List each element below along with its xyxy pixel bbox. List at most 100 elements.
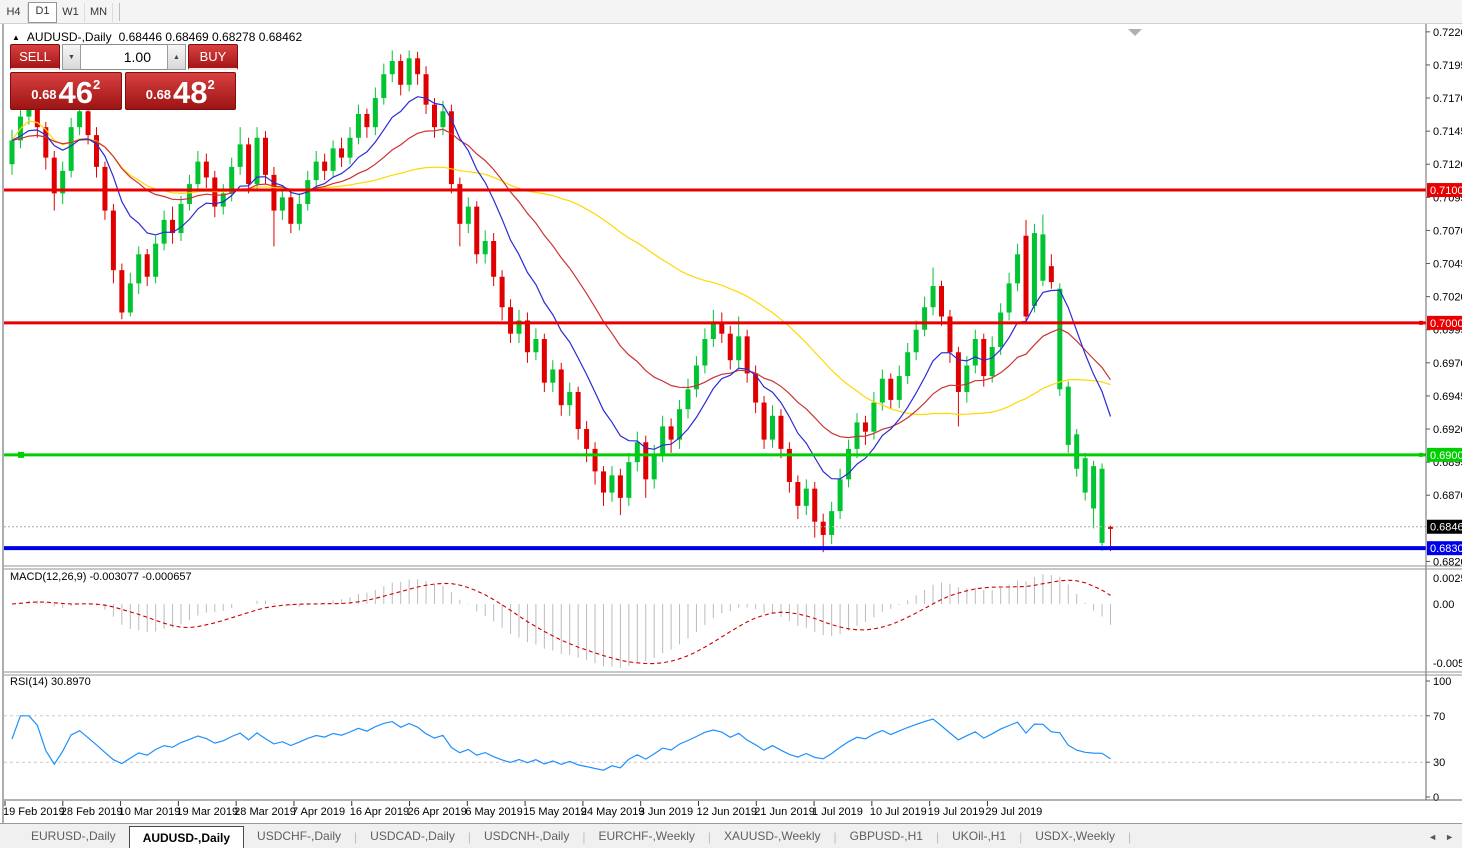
tab-separator: | <box>354 829 358 844</box>
svg-text:100: 100 <box>1433 676 1451 688</box>
sell-price-big-digits: 46 <box>58 74 94 110</box>
svg-text:0.70700: 0.70700 <box>1433 225 1462 237</box>
chart-tab-usdx-weekly[interactable]: USDX-,Weekly <box>1035 829 1116 843</box>
svg-text:0: 0 <box>1433 792 1439 804</box>
svg-text:0.69700: 0.69700 <box>1433 358 1462 370</box>
svg-text:30: 30 <box>1433 757 1445 769</box>
svg-text:0.71005: 0.71005 <box>1430 185 1462 197</box>
chart-tabs-bar: EURUSD-,Daily AUDUSD-,Daily USDCHF-,Daily |… <box>0 823 1462 848</box>
svg-text:29 Jul 2019: 29 Jul 2019 <box>985 806 1042 818</box>
toolbar-divider <box>119 2 120 21</box>
volume-decrease-button[interactable]: ▼ <box>62 44 81 70</box>
timeframe-w1-button[interactable]: W1 <box>57 2 85 22</box>
svg-text:0.70002: 0.70002 <box>1430 318 1462 330</box>
tab-separator: | <box>707 829 712 844</box>
chart-title: ▲ AUDUSD-,Daily 0.68446 0.68469 0.68278 … <box>12 30 302 44</box>
svg-text:0.00: 0.00 <box>1433 599 1454 611</box>
volume-stepper: ▼ ▲ <box>62 44 186 70</box>
svg-text:0.69200: 0.69200 <box>1433 424 1462 436</box>
chart-tab-usdcad-daily[interactable]: USDCAD-,Daily <box>370 829 455 843</box>
volume-increase-button[interactable]: ▲ <box>167 44 186 70</box>
tab-separator: | <box>582 829 586 844</box>
buy-price-prefix: 0.68 <box>145 87 172 102</box>
chart-tab-usdcnh-daily[interactable]: USDCNH-,Daily <box>483 829 570 843</box>
chart-tab-eurchf-weekly[interactable]: EURCHF-,Weekly <box>598 829 695 843</box>
tab-separator: | <box>935 829 940 844</box>
macd-signal-line <box>11 579 1111 665</box>
sell-price-tile[interactable]: 0.68 46 2 <box>10 72 122 110</box>
svg-text:21 Jun 2019: 21 Jun 2019 <box>754 806 815 818</box>
symbol-period-label: AUDUSD-,Daily <box>26 30 112 44</box>
svg-text:12 Jun 2019: 12 Jun 2019 <box>696 806 757 818</box>
macd-indicator-label: MACD(12,26,9) -0.003077 -0.000657 <box>10 571 192 583</box>
rsi-line <box>11 715 1111 771</box>
svg-text:26 Apr 2019: 26 Apr 2019 <box>408 806 467 818</box>
tab-separator: | <box>1128 829 1132 844</box>
timeframe-toolbar: H4 D1 W1 MN <box>0 0 1462 24</box>
timeframe-mn-button[interactable]: MN <box>85 2 113 22</box>
svg-text:0.72200: 0.72200 <box>1433 27 1462 39</box>
svg-text:0.71700: 0.71700 <box>1433 93 1462 105</box>
tab-scroll-left-icon[interactable]: ◄ <box>1428 831 1438 842</box>
buy-price-big-digits: 48 <box>173 74 208 110</box>
chart-tab-audusd-daily[interactable]: AUDUSD-,Daily <box>128 825 245 848</box>
timeframe-h4-button[interactable]: H4 <box>0 2 28 22</box>
svg-text:19 Jul 2019: 19 Jul 2019 <box>928 806 985 818</box>
svg-text:0.68200: 0.68200 <box>1433 556 1462 568</box>
ma-fast-line <box>11 96 1112 480</box>
chart-tab-usdchf-daily[interactable]: USDCHF-,Daily <box>257 829 342 843</box>
rsi-indicator-label: RSI(14) 30.8970 <box>10 676 91 688</box>
svg-text:16 Apr 2019: 16 Apr 2019 <box>350 806 409 818</box>
svg-text:15 May 2019: 15 May 2019 <box>523 806 587 818</box>
tab-separator: | <box>1019 829 1023 844</box>
svg-text:19 Feb 2019: 19 Feb 2019 <box>3 806 65 818</box>
rsi-pane: 100 70 30 0 <box>4 676 1451 804</box>
svg-text:0.71200: 0.71200 <box>1433 159 1462 171</box>
svg-text:28 Mar 2019: 28 Mar 2019 <box>234 806 296 818</box>
ohlc-values: 0.68446 0.68469 0.68278 0.68462 <box>118 30 303 44</box>
svg-text:0.69005: 0.69005 <box>1430 450 1462 462</box>
price-chart-canvas[interactable]: 0.722000.719500.717000.714500.712000.709… <box>0 24 1462 848</box>
svg-text:0.70450: 0.70450 <box>1433 259 1462 271</box>
price-scale[interactable]: 0.722000.719500.717000.714500.712000.709… <box>1426 27 1462 569</box>
candles-layer[interactable] <box>9 50 1114 553</box>
ma-mid-line <box>11 128 1111 439</box>
svg-text:70: 70 <box>1433 711 1445 723</box>
sell-button[interactable]: SELL <box>10 44 60 70</box>
svg-text:0.69450: 0.69450 <box>1433 391 1462 403</box>
chart-tab-ukoil-h1[interactable]: UKOil-,H1 <box>952 829 1007 843</box>
svg-text:3 Jun 2019: 3 Jun 2019 <box>639 806 693 818</box>
collapse-arrow-icon[interactable]: ▲ <box>12 32 20 42</box>
hline-objects-layer[interactable] <box>4 188 1426 551</box>
buy-button[interactable]: BUY <box>188 44 238 70</box>
chart-tab-eurusd-daily[interactable]: EURUSD-,Daily <box>31 829 116 843</box>
svg-text:0.002522: 0.002522 <box>1433 573 1462 585</box>
svg-text:-0.005234: -0.005234 <box>1433 658 1462 670</box>
buy-price-pipette: 2 <box>207 77 215 92</box>
svg-text:6 May 2019: 6 May 2019 <box>465 806 522 818</box>
svg-text:10 Jul 2019: 10 Jul 2019 <box>870 806 927 818</box>
tab-scroll-right-icon[interactable]: ► <box>1445 831 1454 842</box>
buy-price-tile[interactable]: 0.68 48 2 <box>124 72 236 110</box>
hline-anchor <box>1419 320 1423 325</box>
svg-text:0.68462: 0.68462 <box>1430 522 1462 534</box>
svg-text:1 Jul 2019: 1 Jul 2019 <box>812 806 863 818</box>
tab-separator: | <box>833 829 837 844</box>
svg-text:0.71950: 0.71950 <box>1433 60 1462 72</box>
chart-window: 0.722000.719500.717000.714500.712000.709… <box>0 24 1462 848</box>
sell-price-prefix: 0.68 <box>31 87 57 102</box>
svg-text:0.70200: 0.70200 <box>1433 292 1462 304</box>
sell-price-pipette: 2 <box>93 77 101 92</box>
chart-shift-marker-icon[interactable] <box>1128 29 1142 36</box>
chart-tab-xauusd-weekly[interactable]: XAUUSD-,Weekly <box>724 829 821 843</box>
chart-tab-gbpusd-h1[interactable]: GBPUSD-,H1 <box>849 829 923 843</box>
macd-pane: 0.002522 0.00 -0.005234 <box>11 573 1462 670</box>
timeframe-d1-button[interactable]: D1 <box>28 1 57 23</box>
svg-text:19 Mar 2019: 19 Mar 2019 <box>176 806 238 818</box>
volume-input[interactable] <box>81 44 167 70</box>
svg-text:0.71450: 0.71450 <box>1433 126 1462 138</box>
tab-scroll-arrows: ◄ ► <box>1428 832 1454 842</box>
